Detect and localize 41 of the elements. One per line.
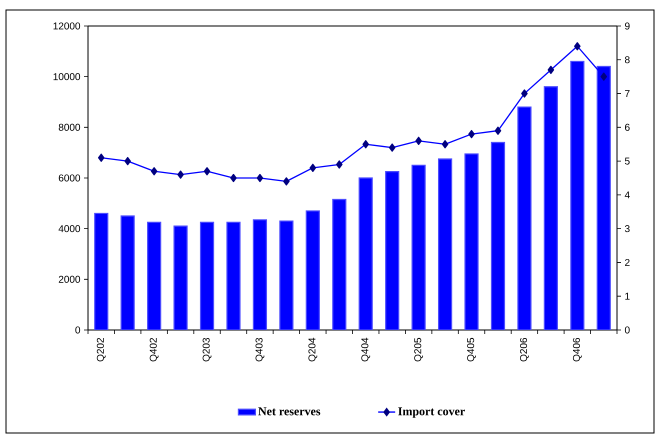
x-tick-label: Q202 (96, 338, 106, 362)
bar (490, 142, 506, 330)
x-tick-label: Q205 (414, 338, 424, 362)
bar (279, 220, 294, 330)
bar (438, 158, 452, 330)
x-tick-label: Q204 (308, 338, 318, 362)
y-tick-label: 10000 (54, 73, 80, 80)
y-tick-label: 4000 (58, 225, 80, 232)
x-tick-label: Q203 (202, 338, 212, 362)
y2-tick-label: 8 (624, 56, 630, 64)
y2-tick-label: 5 (624, 158, 630, 165)
bar (147, 222, 162, 330)
y2-tick-label: 7 (625, 90, 630, 97)
y2-tick-label: 3 (624, 225, 630, 232)
bar (544, 86, 558, 330)
y2-tick-label: 1 (625, 292, 630, 300)
bar (464, 153, 479, 330)
y-tick-label: 2000 (58, 276, 80, 283)
bar (173, 226, 188, 330)
x-tick-label: Q405 (467, 338, 476, 362)
y-tick-label: 8000 (58, 124, 80, 131)
bar (200, 222, 214, 330)
x-tick-label: Q403 (256, 338, 264, 362)
legend-label: Import cover (398, 407, 465, 418)
y2-tick-label: 0 (624, 326, 630, 334)
x-tick-label: Q402 (150, 338, 159, 362)
y-tick-label: 6000 (58, 174, 80, 182)
legend-label: Net reserves (258, 407, 320, 416)
y-tick-label: 0 (75, 326, 80, 334)
y2-tick-label: 4 (624, 191, 630, 198)
bar (252, 219, 268, 330)
y2-tick-label: 2 (625, 258, 630, 266)
bar (226, 222, 241, 330)
y2-tick-label: 9 (624, 22, 630, 30)
x-tick-label: Q404 (361, 338, 370, 362)
x-tick-label: Q206 (520, 338, 529, 362)
y2-tick-label: 6 (625, 124, 630, 131)
y-tick-label: 12000 (54, 22, 80, 30)
bar (412, 164, 426, 330)
bar (517, 106, 532, 330)
x-tick-label: Q406 (572, 338, 582, 362)
